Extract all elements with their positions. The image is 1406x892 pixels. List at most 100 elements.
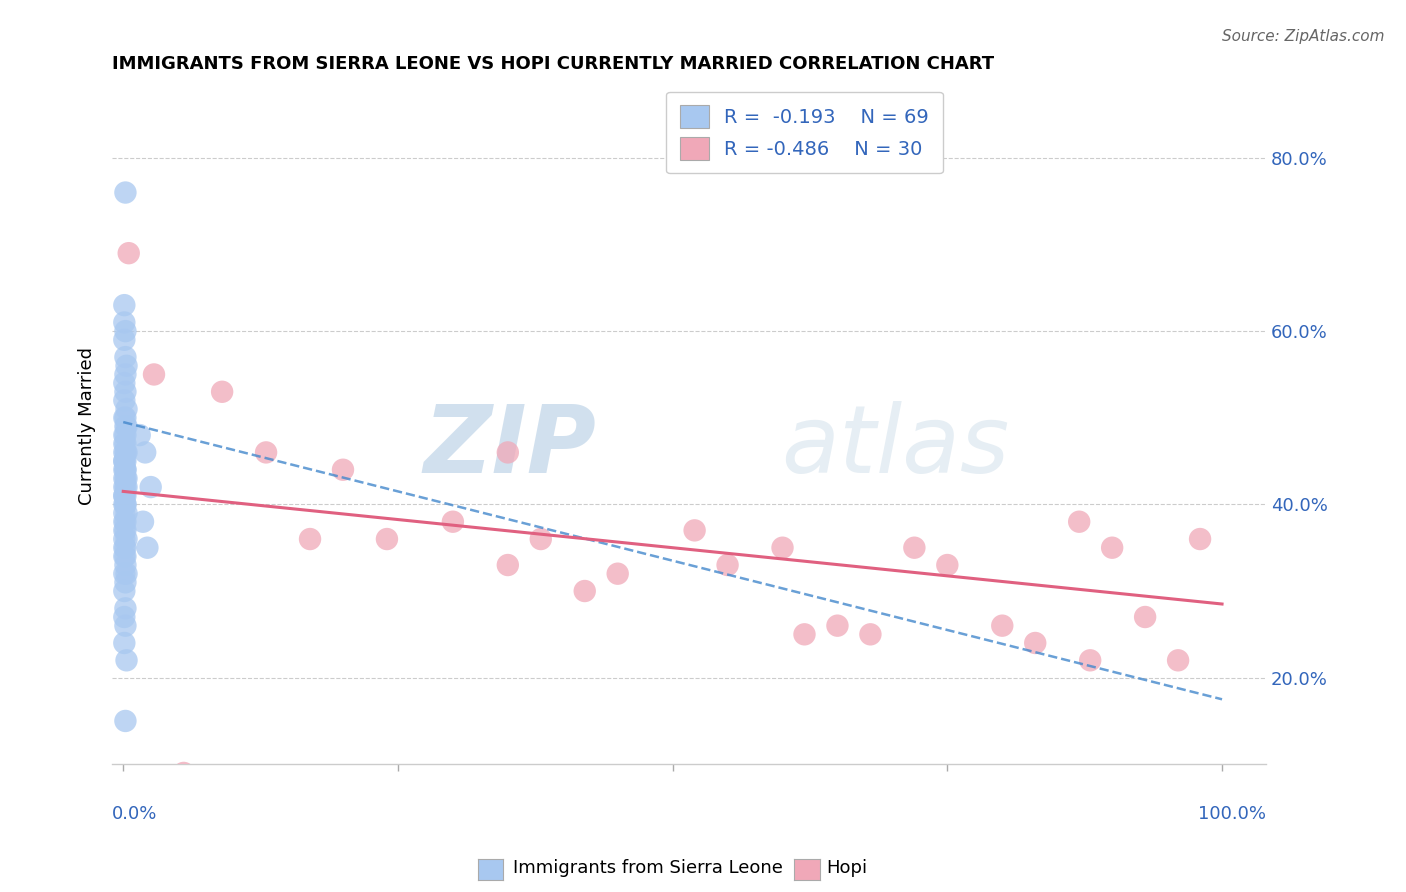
Point xyxy=(115,419,138,434)
Point xyxy=(139,480,162,494)
Point xyxy=(114,445,136,459)
Point xyxy=(114,714,136,728)
Point xyxy=(112,541,135,555)
Point xyxy=(112,463,135,477)
Point xyxy=(827,618,849,632)
Point xyxy=(299,532,322,546)
Point xyxy=(112,393,135,408)
Point xyxy=(683,524,706,538)
Point xyxy=(772,541,794,555)
Point xyxy=(114,186,136,200)
Point xyxy=(114,497,136,511)
Point xyxy=(112,410,135,425)
Point xyxy=(136,541,159,555)
Text: ZIP: ZIP xyxy=(425,401,596,492)
Point xyxy=(1189,532,1212,546)
Point xyxy=(132,515,155,529)
Point xyxy=(114,480,136,494)
Point xyxy=(112,584,135,599)
Point xyxy=(114,618,136,632)
Point xyxy=(112,480,135,494)
Point xyxy=(114,384,136,399)
Point xyxy=(112,316,135,330)
Point xyxy=(114,436,136,450)
Point xyxy=(115,653,138,667)
Point xyxy=(574,584,596,599)
Text: atlas: atlas xyxy=(782,401,1010,492)
Point xyxy=(859,627,882,641)
Point xyxy=(114,471,136,485)
Point xyxy=(115,445,138,459)
Point xyxy=(115,506,138,520)
Point xyxy=(441,515,464,529)
Point xyxy=(112,454,135,468)
Point xyxy=(112,532,135,546)
Text: Immigrants from Sierra Leone: Immigrants from Sierra Leone xyxy=(513,859,783,877)
Point xyxy=(115,471,138,485)
Point xyxy=(254,445,277,459)
Point xyxy=(112,445,135,459)
Text: 100.0%: 100.0% xyxy=(1198,805,1265,822)
Point xyxy=(114,524,136,538)
Y-axis label: Currently Married: Currently Married xyxy=(79,347,96,506)
Point xyxy=(112,471,135,485)
Point xyxy=(332,463,354,477)
Point xyxy=(903,541,925,555)
Point xyxy=(1069,515,1091,529)
Point xyxy=(114,515,136,529)
Point xyxy=(114,541,136,555)
Point xyxy=(115,402,138,417)
Point xyxy=(114,324,136,338)
Point xyxy=(112,610,135,624)
Point xyxy=(606,566,628,581)
Point xyxy=(112,566,135,581)
Point xyxy=(114,463,136,477)
Point xyxy=(112,524,135,538)
Text: Hopi: Hopi xyxy=(827,859,868,877)
Point xyxy=(496,445,519,459)
Point xyxy=(112,333,135,347)
Point xyxy=(112,506,135,520)
Point xyxy=(115,532,138,546)
Point xyxy=(114,368,136,382)
Point xyxy=(112,489,135,503)
Text: IMMIGRANTS FROM SIERRA LEONE VS HOPI CURRENTLY MARRIED CORRELATION CHART: IMMIGRANTS FROM SIERRA LEONE VS HOPI CUR… xyxy=(112,55,994,73)
Point xyxy=(716,558,738,572)
Point xyxy=(114,463,136,477)
Point xyxy=(1167,653,1189,667)
Point xyxy=(112,376,135,390)
Point xyxy=(375,532,398,546)
Point xyxy=(793,627,815,641)
Point xyxy=(173,766,195,780)
Point xyxy=(114,489,136,503)
Point xyxy=(128,428,150,442)
Point xyxy=(114,549,136,564)
Point xyxy=(991,618,1014,632)
Point xyxy=(114,410,136,425)
Point xyxy=(1078,653,1101,667)
Point xyxy=(112,497,135,511)
Point xyxy=(112,636,135,650)
Point xyxy=(112,489,135,503)
Point xyxy=(112,298,135,312)
Legend: R =  -0.193    N = 69, R = -0.486    N = 30: R = -0.193 N = 69, R = -0.486 N = 30 xyxy=(666,92,943,173)
Point xyxy=(115,480,138,494)
Point xyxy=(936,558,959,572)
Point xyxy=(112,454,135,468)
Point xyxy=(1101,541,1123,555)
Text: 0.0%: 0.0% xyxy=(112,805,157,822)
Point xyxy=(1024,636,1046,650)
Point xyxy=(114,558,136,572)
Point xyxy=(496,558,519,572)
Point xyxy=(114,601,136,615)
Point xyxy=(114,575,136,590)
Point xyxy=(112,436,135,450)
Point xyxy=(114,350,136,364)
Point xyxy=(112,549,135,564)
Point xyxy=(114,454,136,468)
Point xyxy=(211,384,233,399)
Point xyxy=(530,532,553,546)
Point xyxy=(114,419,136,434)
Point xyxy=(114,428,136,442)
Point xyxy=(1133,610,1156,624)
